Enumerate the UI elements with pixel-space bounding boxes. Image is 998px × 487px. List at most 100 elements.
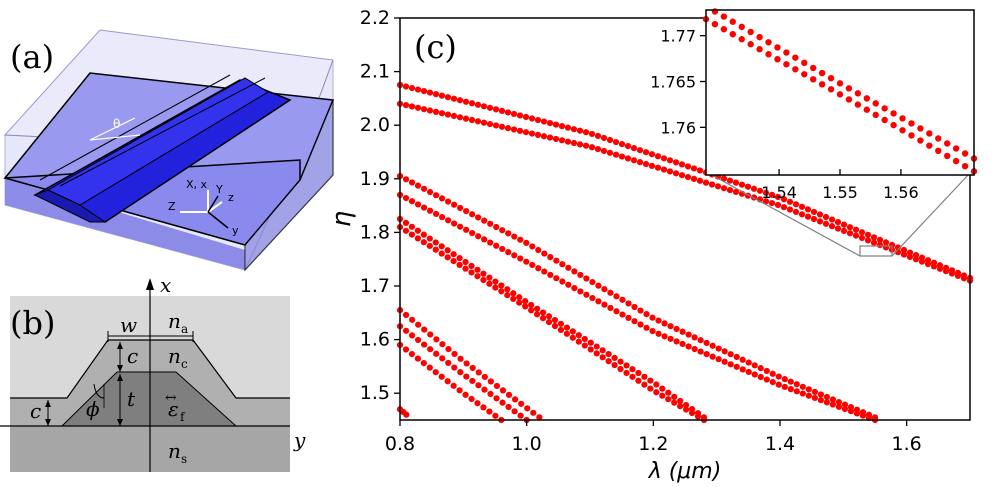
main-point-mode-2-50 <box>696 177 704 184</box>
main-point-mode-4-14 <box>481 236 488 243</box>
main-point-mode-6-15 <box>486 280 493 287</box>
main-point-mode-4-17 <box>499 245 506 253</box>
main-point-mode-2-68 <box>804 213 812 220</box>
main-point-mode-4-23 <box>535 265 542 272</box>
main-point-mode-1-62 <box>768 191 776 198</box>
inset-point-upper-3 <box>729 18 736 25</box>
main-point-mode-4-39 <box>631 318 638 325</box>
main-point-mode-5-48 <box>683 401 690 409</box>
main-point-mode-6-12 <box>468 269 475 276</box>
main-point-mode-1-5 <box>426 89 434 96</box>
main-point-mode-1-68 <box>804 206 812 213</box>
main-point-mode-4-59 <box>751 371 758 378</box>
main-point-mode-4-3 <box>414 201 422 208</box>
main-point-mode-2-39 <box>630 157 638 164</box>
main-point-mode-2-37 <box>618 153 626 160</box>
main-point-mode-6-11 <box>462 265 469 272</box>
main-point-mode-3-46 <box>673 325 680 333</box>
main-point-mode-3-10 <box>457 204 464 212</box>
main-point-mode-1-7 <box>438 92 446 99</box>
main-point-mode-3-55 <box>727 351 734 358</box>
main-point-mode-3-34 <box>601 286 608 293</box>
main-point-mode-1-80 <box>876 236 884 243</box>
main-point-mode-8-16 <box>493 395 500 402</box>
main-point-mode-2-27 <box>558 137 566 144</box>
main-point-mode-1-20 <box>516 112 524 119</box>
svg-text:↔: ↔ <box>165 390 177 406</box>
x-axis-label: x <box>160 273 171 297</box>
main-point-mode-6-38 <box>623 369 630 377</box>
main-point-mode-10-2 <box>403 411 410 418</box>
main-point-mode-5-4 <box>420 231 427 238</box>
main-point-mode-3-29 <box>571 268 578 275</box>
main-point-mode-5-20 <box>516 294 523 301</box>
inset-point-upper-13 <box>818 69 826 77</box>
main-point-mode-1-17 <box>498 107 506 114</box>
main-point-mode-3-58 <box>745 359 752 366</box>
axis-label-Y: Y <box>215 183 223 196</box>
main-point-mode-3-11 <box>463 208 470 215</box>
inset-point-lower-20 <box>881 116 888 124</box>
main-point-mode-3-48 <box>685 331 692 338</box>
main-point-mode-1-71 <box>822 213 830 221</box>
main-point-mode-1-22 <box>528 115 536 122</box>
main-point-mode-9-5 <box>426 364 433 371</box>
main-point-mode-1-60 <box>756 187 764 194</box>
main-point-mode-2-36 <box>612 151 620 158</box>
main-point-mode-3-5 <box>426 188 434 196</box>
main-point-mode-6-34 <box>599 354 606 361</box>
main-point-mode-1-65 <box>786 198 794 205</box>
main-point-mode-6-46 <box>671 399 678 406</box>
inset-connector-left <box>707 172 861 257</box>
inset-point-upper-6 <box>756 33 763 41</box>
main-point-mode-1-10 <box>456 97 464 104</box>
main-point-mode-3-52 <box>709 342 716 349</box>
main-point-mode-1-33 <box>594 132 602 140</box>
main-point-mode-1-19 <box>510 110 518 118</box>
main-point-mode-5-16 <box>492 278 499 285</box>
main-point-mode-5-8 <box>444 247 451 254</box>
main-point-mode-2-3 <box>414 104 422 111</box>
main-point-mode-5-21 <box>522 298 529 305</box>
main-point-mode-1-46 <box>672 159 680 166</box>
main-point-mode-4-21 <box>523 258 530 265</box>
main-point-mode-2-72 <box>828 223 836 230</box>
main-point-mode-2-9 <box>450 112 458 120</box>
main-point-mode-1-21 <box>522 113 530 121</box>
main-point-mode-5-12 <box>468 262 475 270</box>
main-point-mode-2-22 <box>528 130 536 137</box>
main-point-mode-9-8 <box>444 378 451 385</box>
inset-point-lower-3 <box>729 31 736 38</box>
main-point-mode-3-50 <box>697 337 704 344</box>
main-point-mode-4-49 <box>691 345 698 353</box>
main-ytick-label-2: 1.7 <box>360 275 390 297</box>
main-point-mode-4-33 <box>595 298 602 305</box>
main-point-mode-4-68 <box>805 392 812 399</box>
main-point-mode-9-10 <box>456 387 463 394</box>
main-point-mode-4-69 <box>811 394 818 402</box>
main-point-mode-6-21 <box>522 303 529 310</box>
main-point-mode-4-19 <box>511 252 518 259</box>
main-point-mode-2-2 <box>408 103 416 110</box>
main-point-mode-3-73 <box>835 398 843 406</box>
main-point-mode-4-71 <box>823 399 831 406</box>
main-point-mode-7-19 <box>511 396 519 403</box>
main-point-mode-2-52 <box>708 181 716 188</box>
inset-point-upper-8 <box>774 44 781 51</box>
main-point-mode-8-4 <box>421 341 428 348</box>
inset-point-lower-4 <box>738 36 745 43</box>
main-point-mode-1-76 <box>852 226 860 233</box>
main-point-mode-6-23 <box>534 311 541 318</box>
main-point-mode-2-1 <box>402 102 410 109</box>
main-point-mode-2-79 <box>870 239 878 246</box>
main-point-mode-5-13 <box>474 266 481 273</box>
main-point-mode-7-6 <box>433 336 440 343</box>
main-point-mode-2-8 <box>444 111 452 118</box>
main-point-mode-2-35 <box>606 149 614 156</box>
inset-point-lower-12 <box>810 76 817 83</box>
main-point-mode-2-48 <box>684 173 692 181</box>
main-point-mode-2-6 <box>432 108 440 115</box>
main-point-mode-9-1 <box>402 346 410 353</box>
main-point-mode-3-66 <box>793 381 800 388</box>
main-point-mode-4-61 <box>763 376 770 383</box>
